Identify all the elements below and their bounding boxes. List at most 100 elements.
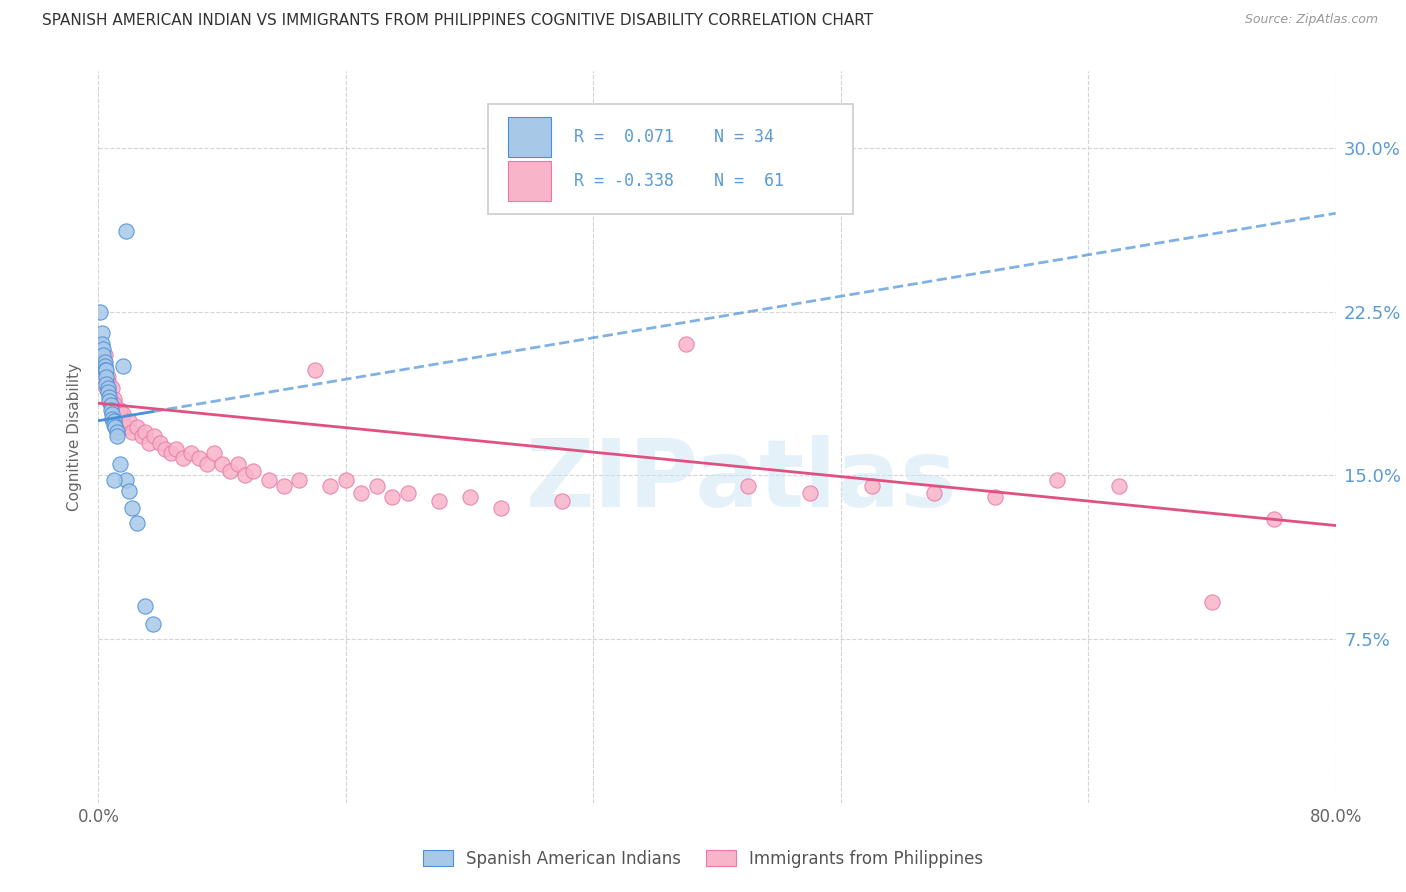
Point — [149, 435, 172, 450]
Point — [93, 359, 115, 373]
Point — [96, 370, 118, 384]
Point — [160, 446, 183, 460]
Point — [242, 464, 264, 478]
Point — [1046, 473, 1069, 487]
Point — [127, 420, 149, 434]
Point — [96, 381, 118, 395]
Point — [134, 425, 156, 439]
Point — [381, 490, 404, 504]
Point — [115, 420, 138, 434]
Point — [204, 446, 226, 460]
Point — [111, 414, 134, 428]
Point — [304, 363, 326, 377]
Point — [91, 348, 114, 362]
Point — [138, 435, 160, 450]
Point — [96, 363, 118, 377]
Point — [458, 490, 481, 504]
Point — [235, 468, 257, 483]
Point — [121, 425, 143, 439]
Point — [90, 337, 112, 351]
Point — [105, 402, 128, 417]
Point — [100, 392, 122, 406]
Point — [922, 485, 945, 500]
Point — [98, 376, 121, 391]
Point — [115, 224, 138, 238]
Bar — [508, 117, 551, 157]
Point — [90, 326, 112, 341]
Point — [675, 337, 697, 351]
Point — [108, 458, 131, 472]
Point — [489, 501, 512, 516]
Point — [366, 479, 388, 493]
Point — [115, 473, 138, 487]
Point — [984, 490, 1007, 504]
Point — [551, 494, 574, 508]
Point — [1263, 512, 1285, 526]
Point — [131, 429, 153, 443]
Point — [180, 446, 202, 460]
Point — [1201, 595, 1223, 609]
Point — [93, 355, 115, 369]
Point — [101, 411, 124, 425]
Point — [257, 473, 280, 487]
Point — [288, 473, 311, 487]
Point — [93, 363, 115, 377]
Point — [121, 501, 143, 516]
Point — [153, 442, 176, 456]
Point — [118, 414, 141, 428]
FancyBboxPatch shape — [488, 104, 853, 214]
Point — [134, 599, 156, 614]
Point — [89, 304, 111, 318]
Point — [173, 450, 195, 465]
Point — [112, 359, 135, 373]
Text: ZIPatlas: ZIPatlas — [526, 435, 957, 527]
Point — [860, 479, 883, 493]
Point — [105, 429, 128, 443]
Point — [103, 392, 125, 406]
Point — [799, 485, 821, 500]
Point — [350, 485, 373, 500]
Point — [335, 473, 357, 487]
Point — [143, 429, 166, 443]
Point — [103, 418, 125, 433]
Point — [188, 450, 211, 465]
Bar — [508, 161, 551, 202]
Y-axis label: Cognitive Disability: Cognitive Disability — [66, 363, 82, 511]
Point — [97, 385, 120, 400]
Point — [108, 402, 131, 417]
Point — [107, 407, 129, 421]
Point — [195, 458, 218, 472]
Text: R = -0.338    N =  61: R = -0.338 N = 61 — [574, 172, 783, 190]
Text: R =  0.071    N = 34: R = 0.071 N = 34 — [574, 128, 773, 146]
Point — [96, 376, 118, 391]
Point — [142, 616, 165, 631]
Point — [396, 485, 419, 500]
Point — [1108, 479, 1130, 493]
Point — [100, 402, 122, 417]
Point — [103, 414, 125, 428]
Point — [613, 195, 636, 210]
Text: Source: ZipAtlas.com: Source: ZipAtlas.com — [1244, 13, 1378, 27]
Point — [737, 479, 759, 493]
Point — [104, 399, 127, 413]
Point — [104, 420, 127, 434]
Point — [103, 473, 125, 487]
Point — [97, 381, 120, 395]
Point — [319, 479, 342, 493]
Point — [211, 458, 233, 472]
Point — [127, 516, 149, 531]
Point — [100, 399, 122, 413]
Point — [273, 479, 295, 493]
Point — [91, 342, 114, 356]
Point — [98, 394, 121, 409]
Point — [118, 483, 141, 498]
Point — [97, 370, 120, 384]
Point — [101, 381, 124, 395]
Legend: Spanish American Indians, Immigrants from Philippines: Spanish American Indians, Immigrants fro… — [416, 844, 990, 875]
Point — [226, 458, 249, 472]
Point — [91, 370, 114, 384]
Point — [98, 390, 121, 404]
Point — [165, 442, 187, 456]
Point — [219, 464, 242, 478]
Text: SPANISH AMERICAN INDIAN VS IMMIGRANTS FROM PHILIPPINES COGNITIVE DISABILITY CORR: SPANISH AMERICAN INDIAN VS IMMIGRANTS FR… — [42, 13, 873, 29]
